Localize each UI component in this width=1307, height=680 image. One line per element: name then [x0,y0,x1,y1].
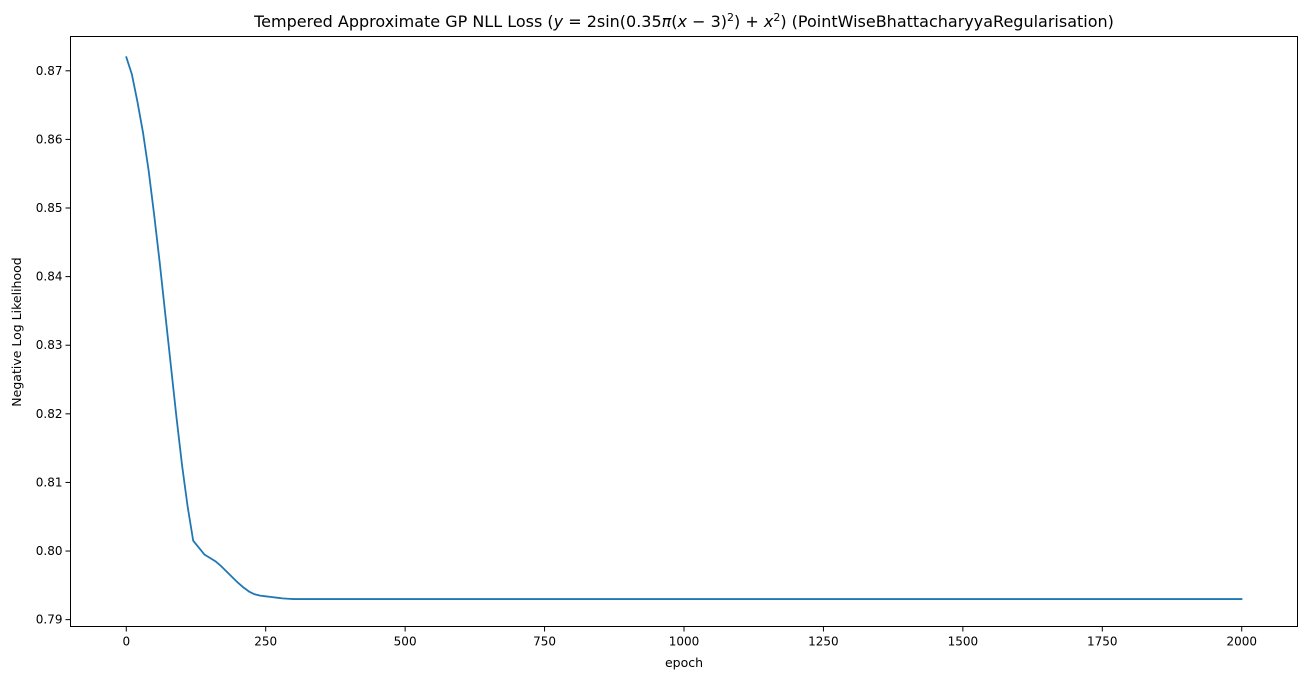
series-line [125,56,1243,600]
y-tick-label: 0.84 [36,270,63,284]
x-tick-label: 0 [122,635,130,649]
x-tick-label: 1000 [669,635,700,649]
x-tick-label: 2000 [1226,635,1257,649]
x-tick-label: 1500 [948,635,979,649]
x-tick-label: 250 [254,635,277,649]
y-tick-label: 0.79 [36,613,63,627]
plot-frame [70,36,1298,627]
x-axis-label: epoch [665,655,703,670]
chart-title: Tempered Approximate GP NLL Loss (y = 2s… [253,11,1114,32]
x-tick-label: 1750 [1087,635,1118,649]
y-axis-ticks: 0.79 0.80 0.81 0.82 0.83 0.84 0.85 0.86 0.87 [36,64,71,627]
x-tick-label: 1250 [808,635,839,649]
x-axis-ticks: 0 250 500 750 1000 1250 1500 1750 2000 [122,626,1257,649]
y-tick-label: 0.80 [36,544,63,558]
y-axis-label: Negative Log Likelihood [9,257,24,406]
y-tick-label: 0.81 [36,475,63,489]
y-tick-label: 0.82 [36,407,63,421]
x-tick-label: 750 [533,635,556,649]
y-tick-label: 0.87 [36,64,63,78]
y-tick-label: 0.85 [36,201,63,215]
x-tick-label: 500 [394,635,417,649]
y-tick-label: 0.83 [36,338,63,352]
y-tick-label: 0.86 [36,132,63,146]
